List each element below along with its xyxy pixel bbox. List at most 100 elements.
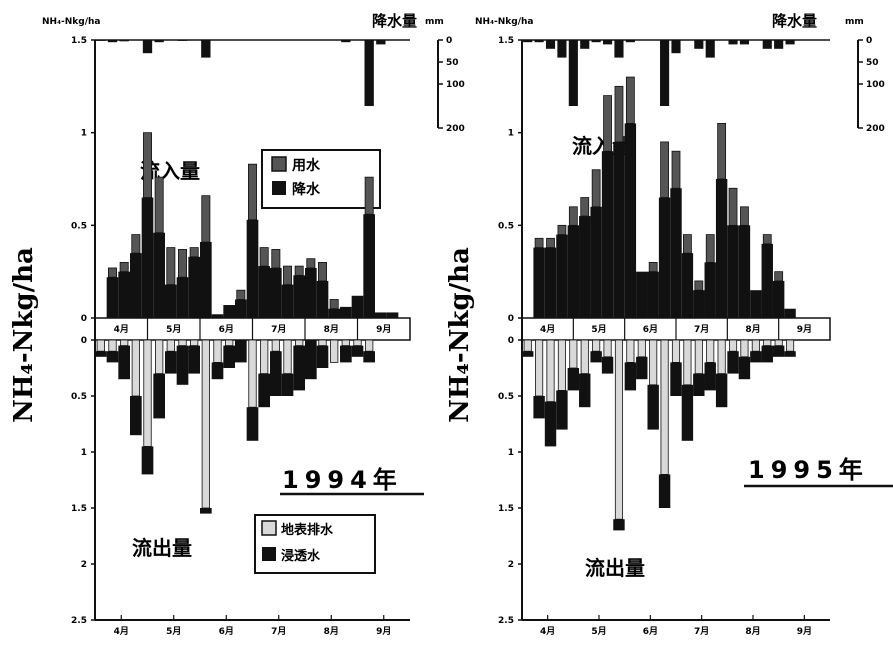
outflow-surface-bar-1-17 xyxy=(295,339,304,346)
rain-tick-label-1-2: 100 xyxy=(446,80,465,90)
rain-bar-2-23 xyxy=(785,40,795,45)
outflow-subsurface-bar-2-14 xyxy=(681,384,694,441)
inflow-rain-bar-1-12 xyxy=(235,299,247,318)
outflow-surface-bar-1-7 xyxy=(178,339,187,346)
inflow-rain-bar-1-25 xyxy=(386,312,399,318)
outflow-surface-bar-1-9 xyxy=(201,339,210,509)
inflow-irrigation-bar-2-15 xyxy=(694,280,704,291)
inflow-ytick-label-2-2: 0.5 xyxy=(498,221,514,231)
outflow-ytick-label-1-2: 1 xyxy=(81,448,87,458)
outflow-subsurface-bar-1-3 xyxy=(130,396,142,436)
rain-bar-1-4 xyxy=(142,40,153,54)
outflow-subsurface-bar-2-5 xyxy=(579,373,591,408)
rain-bar-1-5 xyxy=(154,40,164,43)
inflow-irrigation-bar-1-5 xyxy=(154,176,164,234)
rain-bar-2-22 xyxy=(774,40,784,49)
rain-tick-label-1-1: 50 xyxy=(446,58,459,68)
inflow-irrigation-bar-2-6 xyxy=(591,169,601,208)
inflow-ytick-label-2-1: 1 xyxy=(508,129,514,139)
outflow-ytick-label-1-5: 2.5 xyxy=(71,616,87,626)
outflow-surface-bar-2-0 xyxy=(523,339,532,352)
rain-bar-2-5 xyxy=(580,40,590,49)
legend-swatch-rain xyxy=(272,181,286,195)
inflow-irrigation-bar-1-15 xyxy=(271,249,281,269)
outflow-surface-bar-1-22 xyxy=(353,339,362,346)
inflow-rain-bar-2-5 xyxy=(579,216,591,318)
outflow-surface-bar-2-1 xyxy=(535,339,544,397)
inflow-rain-bar-1-24 xyxy=(375,312,387,318)
inflow-irrigation-bar-2-7 xyxy=(603,95,612,152)
outflow-label-1: 流出量 xyxy=(132,536,192,560)
month-label-top-2-3: 7月 xyxy=(694,324,709,335)
inflow-rain-bar-1-19 xyxy=(316,280,329,318)
inflow-irrigation-bar-1-17 xyxy=(294,265,304,276)
inflow-rain-bar-2-15 xyxy=(693,290,705,318)
outflow-surface-bar-2-12 xyxy=(660,339,669,475)
inflow-rain-bar-2-16 xyxy=(704,262,716,318)
rain-bar-2-21 xyxy=(762,40,772,49)
month-label-bottom-2-2: 6月 xyxy=(643,626,658,637)
legend-swatch-surface xyxy=(261,520,277,536)
month-label-bottom-1-1: 5月 xyxy=(166,626,181,637)
chart-panels: 1.510.5000.511.522.50501002004月4月5月5月6月6… xyxy=(71,36,885,637)
outflow-subsurface-bar-1-18 xyxy=(305,340,317,380)
inflow-ytick-label-1-0: 1.5 xyxy=(71,36,87,46)
rain-bar-2-16 xyxy=(705,40,715,58)
inflow-rain-bar-1-23 xyxy=(363,214,375,318)
inflow-rain-bar-2-3 xyxy=(556,234,568,318)
rain-bar-1-23 xyxy=(364,40,374,106)
outflow-surface-bar-1-6 xyxy=(166,339,175,352)
rain-bar-2-4 xyxy=(568,40,578,106)
legend-surface-label: 地表排水 xyxy=(281,522,334,538)
inflow-rain-bar-2-1 xyxy=(533,247,545,318)
outflow-ytick-label-1-1: 0.5 xyxy=(71,392,87,402)
inflow-rain-bar-2-11 xyxy=(647,271,659,318)
year-label-1: 1994年 xyxy=(282,466,403,494)
inflow-irrigation-bar-1-4 xyxy=(143,132,152,198)
inflow-rain-bar-2-23 xyxy=(784,308,796,318)
outflow-surface-bar-2-23 xyxy=(786,339,795,352)
inflow-rain-bar-2-20 xyxy=(750,290,762,318)
y-axis-label-right: NH₄-Nkg/ha xyxy=(445,247,475,423)
panel-1: 1.5 1 0.5 0 0 0.5 1 1.5 2 2.5 0 50 100 200 4月 4月 5月 5月 6月 6… xyxy=(71,36,465,637)
legend-inflow-box xyxy=(261,149,381,209)
inflow-rain-bar-1-20 xyxy=(328,308,340,318)
legend-rain-label: 降水 xyxy=(292,181,321,198)
month-label-bottom-2-5: 9月 xyxy=(797,626,812,637)
month-label-top-2-4: 8月 xyxy=(745,324,760,335)
outflow-surface-bar-1-16 xyxy=(283,339,292,374)
rain-bar-2-8 xyxy=(614,40,624,58)
inflow-rain-bar-1-5 xyxy=(153,232,165,318)
outflow-subsurface-bar-1-21 xyxy=(340,345,352,363)
outflow-subsurface-bar-2-22 xyxy=(772,345,785,357)
month-label-bottom-1-0: 4月 xyxy=(114,626,129,637)
month-label-bottom-2-3: 7月 xyxy=(694,626,709,637)
outflow-ytick-label-2-4: 2 xyxy=(508,560,514,570)
rain-bar-2-19 xyxy=(739,40,750,45)
outflow-subsurface-bar-2-16 xyxy=(704,362,716,391)
month-label-top-1-0: 4月 xyxy=(114,324,129,335)
outflow-surface-bar-1-19 xyxy=(318,339,327,346)
outflow-subsurface-bar-1-5 xyxy=(153,373,165,419)
inflow-irrigation-bar-2-4 xyxy=(568,206,578,226)
outflow-surface-bar-2-15 xyxy=(694,339,703,374)
outflow-surface-bar-1-15 xyxy=(271,339,280,352)
outflow-subsurface-bar-1-10 xyxy=(211,362,224,380)
inflow-rain-bar-2-14 xyxy=(681,253,694,318)
outflow-subsurface-bar-1-13 xyxy=(246,407,259,441)
inflow-rain-bar-1-13 xyxy=(246,219,259,318)
outflow-label-2: 流出量 xyxy=(585,556,645,580)
outflow-subsurface-bar-2-10 xyxy=(636,356,648,380)
inflow-rain-bar-2-2 xyxy=(544,247,557,318)
outflow-subsurface-bar-2-17 xyxy=(715,373,728,408)
outflow-surface-bar-2-7 xyxy=(603,339,612,358)
month-label-top-1-5: 9月 xyxy=(376,324,391,335)
rain-bar-1-24 xyxy=(376,40,386,45)
outflow-surface-bar-1-14 xyxy=(260,339,269,374)
inflow-irrigation-bar-1-13 xyxy=(248,163,257,221)
inflow-rain-bar-1-9 xyxy=(200,242,212,318)
rain-unit-left-1: NH₄-Nkg/ha xyxy=(42,17,100,27)
inflow-irrigation-bar-1-16 xyxy=(283,265,292,286)
rain-tick-label-2-1: 50 xyxy=(866,58,879,68)
